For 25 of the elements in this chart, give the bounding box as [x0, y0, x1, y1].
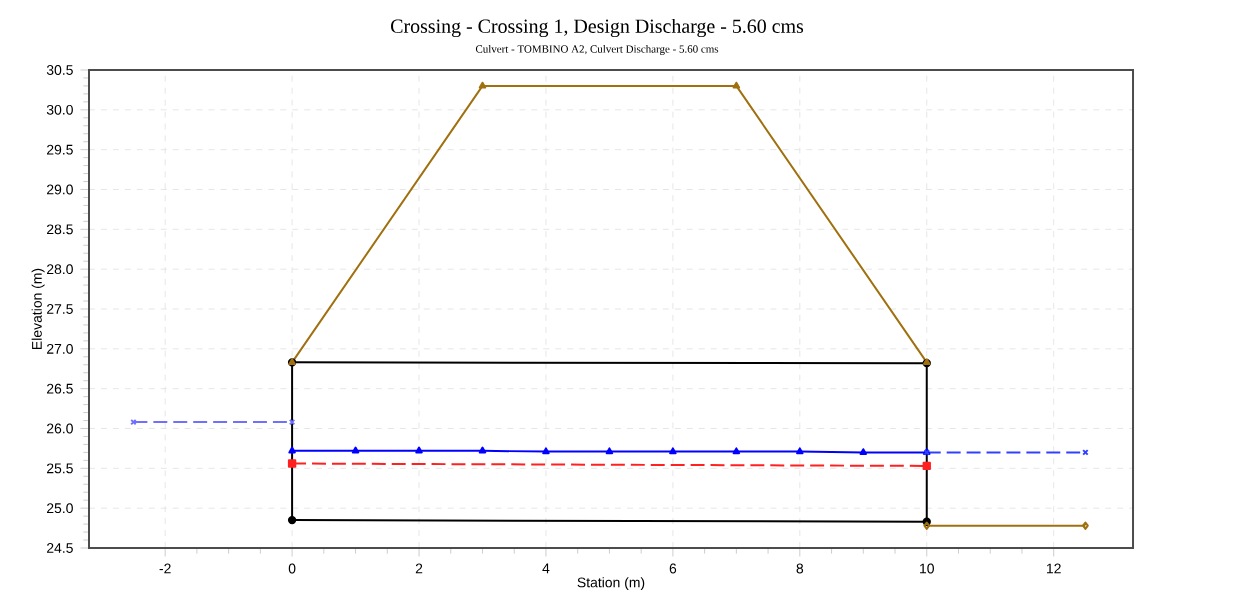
x-tick-label: 8: [796, 563, 804, 574]
y-tick-label: 25.0: [47, 503, 73, 514]
x-tick-label: 0: [288, 563, 296, 574]
y-tick-label: 28.0: [47, 264, 73, 275]
chart-title: Crossing - Crossing 1, Design Discharge - 5.60 cms: [391, 19, 804, 38]
y-tick-label: 29.5: [47, 144, 73, 155]
x-tick-label: 10: [920, 563, 934, 574]
y-tick-label: 30.0: [46, 105, 73, 115]
y-axis-title: Elevation (m): [31, 268, 45, 350]
y-tick-label: 26.0: [47, 423, 73, 434]
x-tick-label: 6: [669, 563, 677, 574]
x-tick-label: 12: [1046, 563, 1061, 574]
x-tick-label: -2: [159, 563, 171, 574]
y-tick-label: 27.5: [47, 304, 73, 315]
y-tick-label: 24.5: [47, 543, 73, 554]
x-tick-label: 2: [415, 563, 423, 574]
y-tick-label: 28.5: [47, 224, 73, 235]
chart-subtitle: Culvert - TOMBINO A2, Culvert Discharge - 5.60 cms: [475, 45, 719, 56]
y-tick-label: 26.5: [47, 383, 73, 394]
x-tick-label: 4: [542, 563, 550, 574]
y-tick-label: 27.0: [47, 344, 73, 354]
x-axis-title: Station (m): [577, 577, 645, 591]
y-tick-label: 29.0: [47, 184, 73, 195]
y-tick-label: 25.5: [47, 463, 73, 474]
y-tick-label: 30.5: [46, 65, 73, 76]
